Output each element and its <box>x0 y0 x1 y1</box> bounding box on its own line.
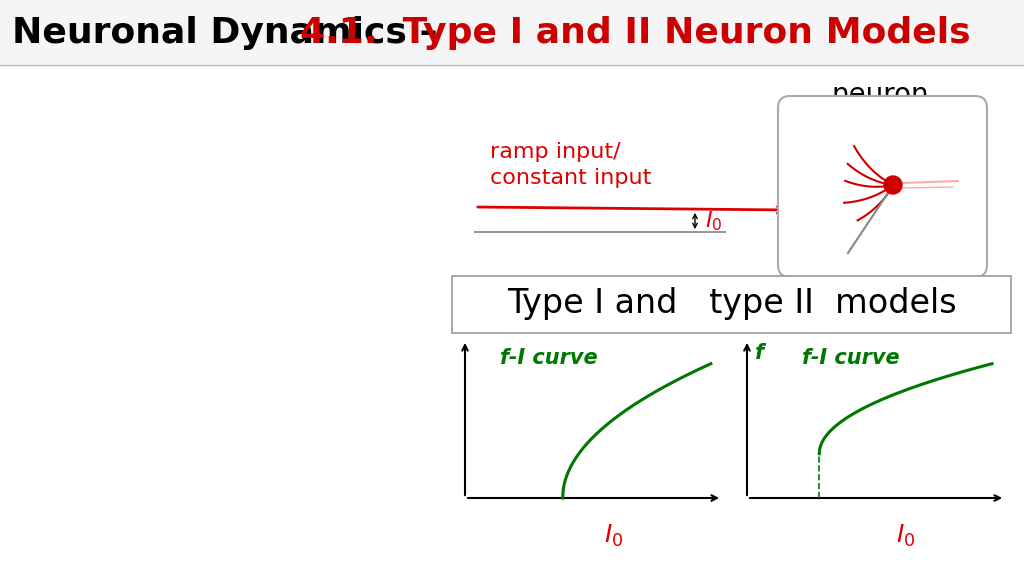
Text: $I_0$: $I_0$ <box>604 523 624 549</box>
Text: Neuronal Dynamics –: Neuronal Dynamics – <box>12 16 451 50</box>
Text: $I_0$: $I_0$ <box>896 523 915 549</box>
Text: neuron: neuron <box>831 81 929 109</box>
Text: f-I curve: f-I curve <box>802 348 900 368</box>
Text: Type I and   type II  models: Type I and type II models <box>507 287 956 320</box>
Text: ramp input/
constant input: ramp input/ constant input <box>490 142 651 188</box>
Bar <box>0 0 1024 65</box>
FancyBboxPatch shape <box>452 276 1011 333</box>
FancyBboxPatch shape <box>778 96 987 277</box>
Text: 4.1.  Type I and II Neuron Models: 4.1. Type I and II Neuron Models <box>300 16 971 50</box>
Text: f-I curve: f-I curve <box>500 348 598 368</box>
Circle shape <box>884 176 902 194</box>
Text: $I_0$: $I_0$ <box>705 209 722 233</box>
Text: f: f <box>755 343 764 363</box>
